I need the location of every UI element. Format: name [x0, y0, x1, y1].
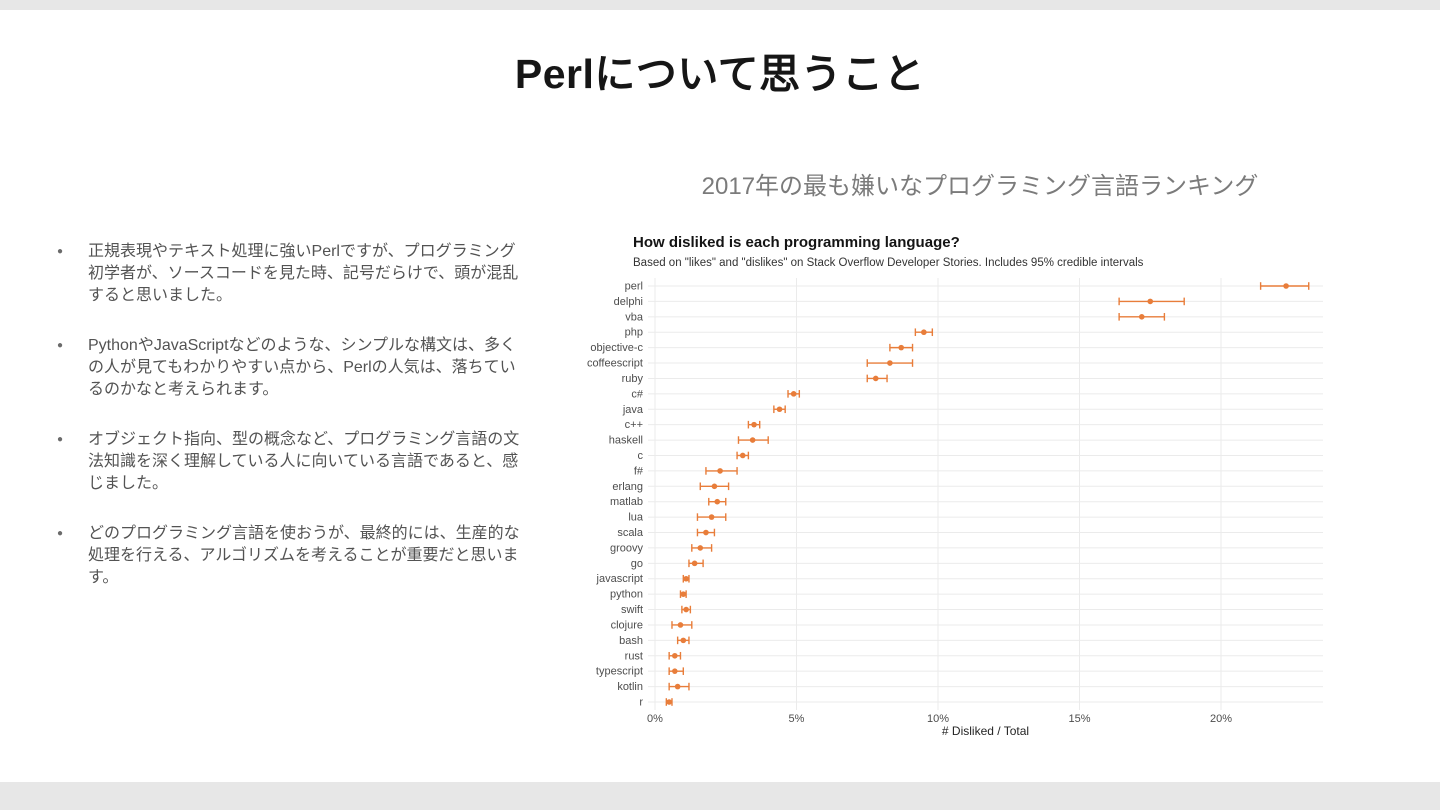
- svg-text:go: go: [631, 558, 643, 570]
- bullet-item: ● オブジェクト指向、型の概念など、プログラミング言語の文法知識を深く理解してい…: [57, 429, 525, 495]
- svg-text:20%: 20%: [1210, 713, 1232, 725]
- slide: Perlについて思うこと 2017年の最も嫌いなプログラミング言語ランキング ●…: [0, 10, 1440, 782]
- svg-text:r: r: [639, 697, 643, 709]
- svg-text:c++: c++: [625, 419, 643, 431]
- dislike-chart: 0% 5% 10% 15% 20% perl delphi vba php objective-c…: [523, 228, 1437, 750]
- bullet-text: PythonやJavaScriptなどのような、シンプルな構文は、多くの人が見て…: [88, 337, 517, 398]
- svg-text:scala: scala: [617, 527, 644, 539]
- svg-text:matlab: matlab: [610, 496, 643, 508]
- bullet-text: オブジェクト指向、型の概念など、プログラミング言語の文法知識を深く理解している人…: [88, 431, 520, 492]
- bullet-text: 正規表現やテキスト処理に強いPerlですが、プログラミング初学者が、ソースコード…: [88, 243, 519, 304]
- bullet-marker: ●: [57, 340, 64, 351]
- chart-heading: 2017年の最も嫌いなプログラミング言語ランキング: [701, 173, 1259, 200]
- svg-text:objective-c: objective-c: [590, 342, 643, 354]
- svg-text:clojure: clojure: [611, 619, 643, 631]
- svg-text:java: java: [622, 404, 644, 416]
- bullet-item: ● 正規表現やテキスト処理に強いPerlですが、プログラミング初学者が、ソースコ…: [57, 241, 525, 307]
- svg-text:vba: vba: [625, 311, 644, 323]
- chart-title: How disliked is each programming languag…: [633, 234, 960, 251]
- svg-text:f#: f#: [634, 465, 644, 477]
- svg-text:delphi: delphi: [614, 296, 643, 308]
- bullet-marker: ●: [57, 246, 64, 257]
- dislike-chart-svg: 0% 5% 10% 15% 20% perl delphi vba php objective-c…: [587, 278, 1323, 725]
- svg-text:typescript: typescript: [596, 666, 643, 678]
- svg-text:haskell: haskell: [609, 435, 643, 447]
- bullet-text: どのプログラミング言語を使おうが、最終的には、生産的な処理を行える、アルゴリズム…: [88, 525, 520, 586]
- svg-text:perl: perl: [625, 281, 643, 293]
- bullet-item: ● どのプログラミング言語を使おうが、最終的には、生産的な処理を行える、アルゴリ…: [57, 523, 525, 589]
- svg-text:kotlin: kotlin: [617, 681, 643, 693]
- svg-text:10%: 10%: [927, 713, 949, 725]
- svg-text:php: php: [625, 327, 643, 339]
- svg-text:erlang: erlang: [612, 481, 643, 493]
- svg-text:c#: c#: [631, 388, 644, 400]
- bullet-marker: ●: [57, 434, 64, 445]
- bullet-item: ● PythonやJavaScriptなどのような、シンプルな構文は、多くの人が…: [57, 335, 525, 401]
- svg-text:lua: lua: [628, 512, 644, 524]
- svg-text:bash: bash: [619, 635, 643, 647]
- svg-text:c: c: [638, 450, 644, 462]
- slide-title: Perlについて思うこと: [514, 51, 926, 97]
- chart-x-axis-label: # Disliked / Total: [941, 724, 1030, 738]
- svg-text:rust: rust: [625, 650, 643, 662]
- svg-text:15%: 15%: [1068, 713, 1090, 725]
- svg-text:groovy: groovy: [610, 542, 644, 554]
- svg-text:python: python: [610, 589, 643, 601]
- svg-text:0%: 0%: [647, 713, 663, 725]
- svg-text:coffeescript: coffeescript: [587, 358, 643, 370]
- svg-text:javascript: javascript: [596, 573, 643, 585]
- chart-subtitle: Based on "likes" and "dislikes" on Stack…: [633, 257, 1144, 269]
- svg-text:swift: swift: [621, 604, 643, 616]
- bullet-list: ● 正規表現やテキスト処理に強いPerlですが、プログラミング初学者が、ソースコ…: [57, 241, 525, 617]
- bullet-marker: ●: [57, 528, 64, 539]
- svg-text:ruby: ruby: [622, 373, 644, 385]
- svg-text:5%: 5%: [789, 713, 805, 725]
